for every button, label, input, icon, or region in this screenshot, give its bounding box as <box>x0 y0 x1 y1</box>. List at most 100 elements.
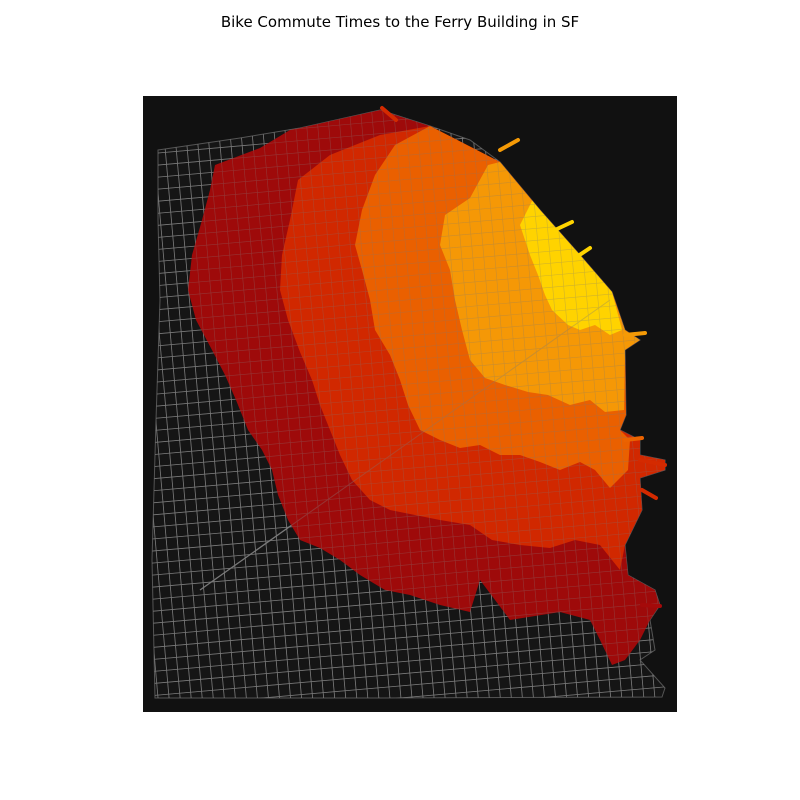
street-line <box>152 110 208 698</box>
street-line <box>152 428 665 484</box>
street-line <box>152 500 665 555</box>
street-line <box>454 110 515 698</box>
street-line <box>662 110 665 698</box>
street-line <box>323 110 384 698</box>
street-line <box>202 110 263 698</box>
street-line <box>152 368 665 424</box>
street-line <box>152 416 665 472</box>
street-line <box>421 110 482 698</box>
isochrone-layer <box>188 110 665 665</box>
street-line <box>152 464 665 519</box>
pier <box>498 138 520 152</box>
street-line <box>152 110 154 698</box>
street-line <box>169 110 230 698</box>
street-line <box>152 110 175 698</box>
street-line <box>651 110 665 698</box>
street-line <box>674 96 677 712</box>
street-line <box>152 110 197 698</box>
street-line <box>152 667 665 698</box>
isochrone-band-2 <box>440 162 640 412</box>
street-line <box>152 296 665 352</box>
street-line <box>279 110 340 698</box>
street-line <box>169 110 230 698</box>
street-line <box>152 308 665 364</box>
pier <box>380 106 398 122</box>
street-line <box>152 655 665 698</box>
street-line <box>410 110 471 698</box>
street-line <box>652 110 665 698</box>
street-line <box>443 110 504 698</box>
pier <box>553 220 574 232</box>
street-line <box>152 332 665 388</box>
street-line <box>268 110 329 698</box>
street-line <box>152 643 665 698</box>
street-line <box>378 110 438 698</box>
pier <box>573 246 592 260</box>
isochrone-map <box>143 96 677 712</box>
street-line <box>476 110 537 698</box>
street-line <box>152 380 665 436</box>
street-line <box>152 476 665 531</box>
street-line <box>152 110 197 698</box>
street-line <box>191 110 252 698</box>
street-line <box>152 488 665 543</box>
street-line <box>356 110 417 698</box>
street-line <box>152 285 665 340</box>
street-line <box>334 110 395 698</box>
street-line <box>152 595 665 651</box>
street-line <box>152 583 665 639</box>
street-line <box>143 704 677 712</box>
street-line <box>152 440 665 496</box>
street-line <box>152 392 665 448</box>
street-line <box>674 96 677 712</box>
street-line <box>312 110 373 698</box>
isochrone-band-1 <box>520 195 622 335</box>
page-title: Bike Commute Times to the Ferry Building… <box>220 13 580 31</box>
street-line <box>152 512 665 567</box>
avenue-line <box>199 299 611 591</box>
street-line <box>152 110 665 113</box>
street-line <box>152 344 665 400</box>
street-line <box>152 679 665 698</box>
street-line <box>152 667 665 698</box>
street-line <box>152 404 665 460</box>
street-line <box>432 110 493 698</box>
street-line <box>158 110 219 698</box>
street-line <box>152 607 665 663</box>
street-line <box>158 110 219 698</box>
street-line <box>367 110 427 698</box>
street-line <box>152 452 665 508</box>
street-line <box>152 320 665 376</box>
street-line <box>301 110 362 698</box>
street-line <box>152 356 665 412</box>
street-line <box>152 110 186 698</box>
street-line <box>152 110 665 113</box>
street-line <box>213 110 274 698</box>
street-line <box>662 110 665 698</box>
street-line <box>152 110 154 698</box>
pier <box>640 603 662 608</box>
street-line <box>246 110 307 698</box>
street-line <box>143 704 677 712</box>
street-line <box>180 110 241 698</box>
street-line <box>152 643 665 698</box>
street-line <box>191 110 252 698</box>
street-line <box>389 110 449 698</box>
street-line <box>465 110 526 698</box>
street-line <box>290 110 351 698</box>
street-line <box>224 110 285 698</box>
pier <box>640 488 658 500</box>
street-line <box>152 110 176 698</box>
street-line <box>152 619 665 675</box>
pier <box>623 331 647 337</box>
waterfront-piers <box>380 106 667 608</box>
pier <box>623 436 644 442</box>
street-line <box>152 110 187 698</box>
map-panel <box>143 96 677 712</box>
street-line <box>345 110 406 698</box>
street-line <box>143 96 677 100</box>
street-line <box>487 110 548 698</box>
street-line <box>152 679 665 698</box>
street-line <box>399 110 460 698</box>
street-line <box>257 110 318 698</box>
